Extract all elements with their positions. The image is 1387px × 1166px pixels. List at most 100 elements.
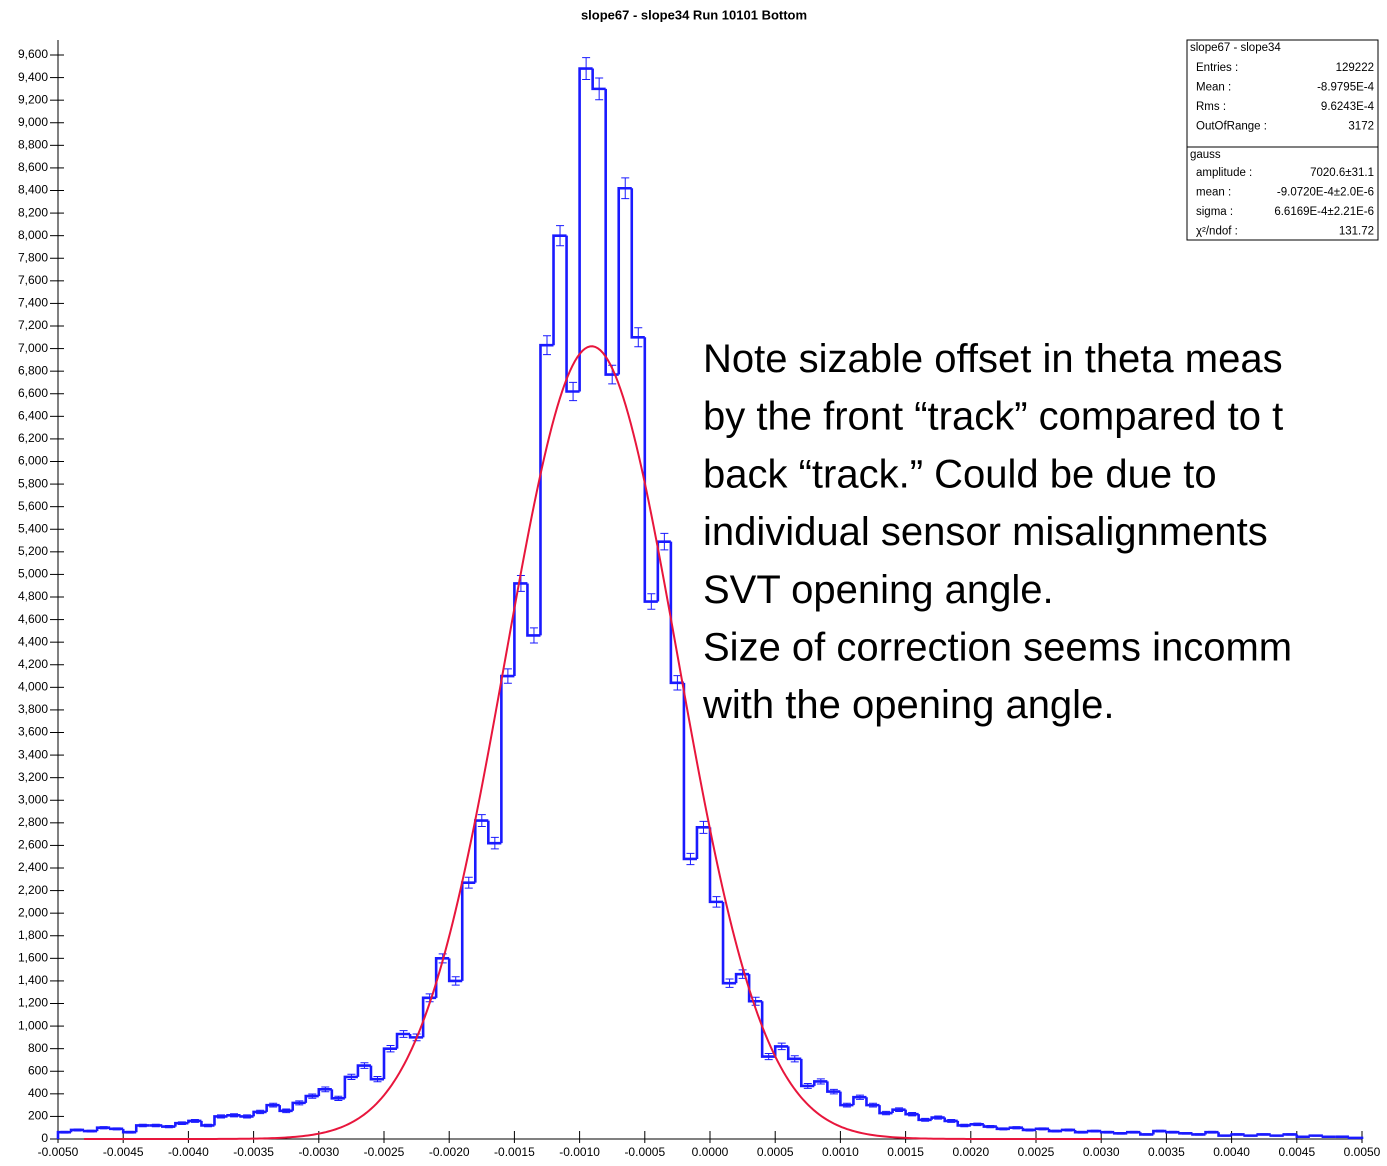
fit-stats-box xyxy=(1186,146,1379,241)
stats-value: 3172 xyxy=(1348,121,1374,133)
histogram-bin xyxy=(252,1110,267,1117)
histogram-bin xyxy=(317,1088,332,1097)
x-tick-label: 0.0050 xyxy=(1344,1145,1381,1159)
error-bar xyxy=(908,1111,917,1117)
y-tick-label: 0 xyxy=(41,1131,48,1145)
histogram-bin xyxy=(1243,1134,1258,1137)
histogram-bin xyxy=(982,1124,997,1128)
y-tick-label: 4,600 xyxy=(18,612,48,626)
error-bar xyxy=(243,1114,252,1119)
error-bar xyxy=(347,1073,356,1080)
fit-stats-value: -9.0720E-4±2.0E-6 xyxy=(1277,187,1374,199)
y-tick-label: 4,800 xyxy=(18,589,48,603)
error-bar xyxy=(125,1130,134,1134)
error-bar xyxy=(751,996,760,1006)
histogram-bin xyxy=(956,1120,971,1127)
histogram-bin xyxy=(760,1001,776,1058)
histogram-bin xyxy=(1217,1132,1232,1137)
stats-value: -8.9795E-4 xyxy=(1317,82,1375,94)
y-tick-label: 4,200 xyxy=(18,657,48,671)
x-tick-label: -0.0010 xyxy=(559,1145,600,1159)
error-bar xyxy=(217,1114,225,1119)
histogram-bin xyxy=(682,682,697,861)
error-bar xyxy=(869,1102,877,1108)
histogram-bin xyxy=(930,1116,945,1120)
error-bar xyxy=(1195,1133,1203,1136)
y-tick-label: 7,800 xyxy=(18,250,48,264)
histogram-bin xyxy=(891,1108,906,1114)
histogram-bin xyxy=(108,1127,124,1131)
histogram-bin xyxy=(1256,1133,1271,1136)
histogram-bin xyxy=(1269,1134,1284,1137)
stats-label: Entries : xyxy=(1196,62,1238,74)
y-tick-label: 9,000 xyxy=(18,115,48,129)
histogram-bin xyxy=(513,582,528,677)
x-tick-label: -0.0015 xyxy=(494,1145,535,1159)
error-bar xyxy=(895,1107,904,1112)
stats-box xyxy=(1186,39,1379,148)
fit-stats-label: sigma : xyxy=(1196,206,1233,218)
y-tick-label: 7,200 xyxy=(18,318,48,332)
histogram-bin xyxy=(1282,1133,1297,1136)
error-bar xyxy=(373,1076,382,1083)
x-tick-label: -0.0045 xyxy=(103,1145,144,1159)
error-bar xyxy=(1299,1135,1308,1138)
error-bar xyxy=(842,1102,851,1108)
error-bar xyxy=(973,1122,982,1127)
error-bar xyxy=(334,1095,343,1101)
x-tick-label: 0.0015 xyxy=(887,1145,924,1159)
error-bar xyxy=(73,1128,82,1132)
error-bar xyxy=(1208,1130,1217,1134)
error-bar xyxy=(503,668,512,684)
histogram-bin xyxy=(526,583,541,637)
error-bar xyxy=(660,532,669,551)
histogram-bin xyxy=(1021,1127,1036,1132)
error-bar xyxy=(673,675,682,691)
histogram-bin xyxy=(95,1126,111,1132)
histogram xyxy=(56,57,1364,1140)
error-bar xyxy=(1129,1130,1138,1134)
annotation-line: Size of correction seems incomm xyxy=(703,626,1292,670)
stats-title: slope67 - slope34 xyxy=(1190,42,1281,54)
error-bar xyxy=(1247,1134,1256,1137)
y-tick-label: 1,000 xyxy=(18,1018,48,1032)
error-bar xyxy=(529,627,538,644)
y-tick-label: 1,200 xyxy=(18,996,48,1010)
y-tick-label: 5,800 xyxy=(18,476,48,490)
histogram-bin xyxy=(917,1114,932,1122)
histogram-bin xyxy=(1073,1129,1089,1134)
histogram-bin xyxy=(969,1123,984,1126)
histogram-bin xyxy=(395,1032,411,1049)
y-tick-label: 800 xyxy=(28,1041,48,1055)
annotation-line: individual sensor misalignments xyxy=(703,510,1268,554)
error-bar xyxy=(230,1113,239,1118)
y-tick-label: 6,200 xyxy=(18,431,48,445)
y-tick-label: 8,800 xyxy=(18,138,48,152)
error-bar xyxy=(1221,1134,1230,1137)
error-bar xyxy=(477,814,486,828)
histogram-bin xyxy=(330,1089,345,1100)
histogram-bin xyxy=(943,1117,958,1123)
histogram-bin xyxy=(617,186,632,375)
x-tick-label: -0.0050 xyxy=(38,1145,79,1159)
x-tick-label: -0.0020 xyxy=(429,1145,470,1159)
histogram-bin xyxy=(265,1103,280,1112)
error-bar xyxy=(282,1108,291,1114)
y-tick-label: 600 xyxy=(28,1063,48,1077)
error-bar xyxy=(60,1130,69,1134)
histogram-bin xyxy=(1034,1127,1050,1131)
error-bar xyxy=(86,1129,95,1133)
error-bar xyxy=(921,1117,930,1122)
error-bar xyxy=(777,1042,786,1051)
error-bar xyxy=(699,820,708,834)
y-tick-label: 6,800 xyxy=(18,363,48,377)
y-tick-label: 7,000 xyxy=(18,341,48,355)
annotation-line: Note sizable offset in theta meas xyxy=(703,337,1283,381)
histogram-bin xyxy=(447,958,463,983)
annotation-line: SVT opening angle. xyxy=(703,568,1054,612)
y-tick-label: 3,600 xyxy=(18,725,48,739)
stats-label: Rms : xyxy=(1196,101,1226,113)
chart-title: slope67 - slope34 Run 10101 Bottom xyxy=(581,7,807,22)
y-tick-label: 9,400 xyxy=(18,70,48,84)
error-bar xyxy=(451,976,460,986)
